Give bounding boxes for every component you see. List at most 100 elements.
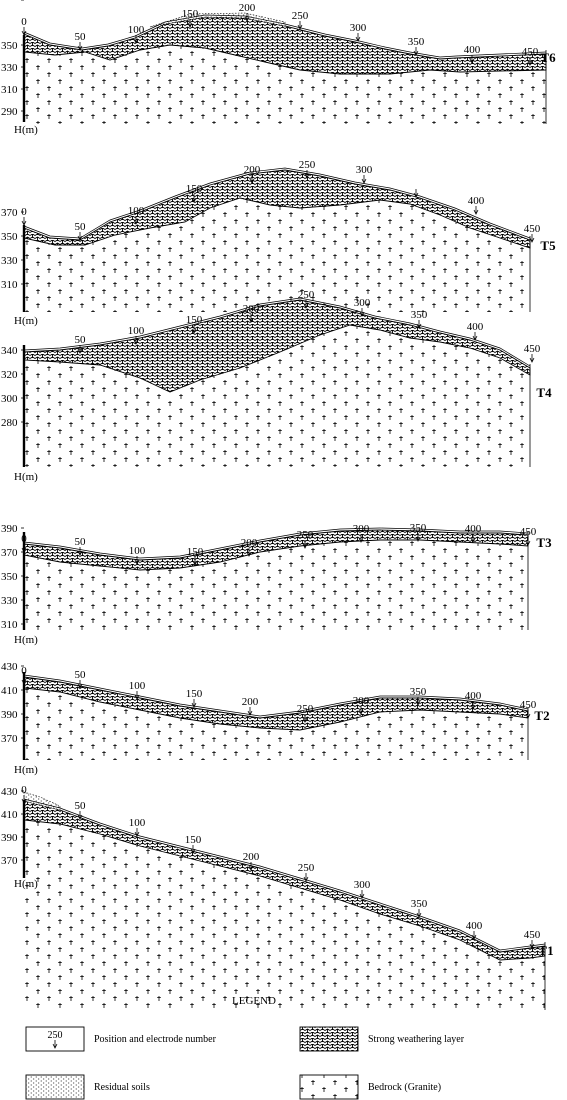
elevation-tick-label: 370: [1, 855, 18, 867]
elevation-tick-label: 330: [1, 255, 18, 267]
residual-soils-area: [149, 12, 286, 28]
legend-item-electrode: 250 Position and electrode number: [25, 1026, 217, 1052]
electrode-number-label: 100: [128, 205, 145, 217]
electrode-marker: [191, 194, 197, 203]
weathering-layer-area: [23, 169, 531, 249]
elevation-tick-label: 430: [1, 786, 18, 798]
elevation-tick-label: 430: [1, 661, 18, 673]
electrode-marker: [187, 19, 193, 28]
electrode-number-label: 450: [524, 929, 541, 941]
electrode-number-label: 200: [244, 164, 261, 176]
legend-swatch: [299, 1074, 359, 1100]
electrode-number-label: 150: [186, 314, 203, 326]
electrode-marker: [77, 811, 83, 820]
legend-item-label: Strong weathering layer: [368, 1034, 465, 1045]
elevation-tick-label: 350: [1, 231, 18, 243]
electrode-marker: [358, 534, 364, 543]
electrode-marker: [21, 676, 27, 685]
electrode-number-label: 150: [187, 546, 204, 558]
electrode-number-label: 100: [129, 680, 146, 692]
electrode-marker: [529, 940, 535, 949]
electrode-marker: [191, 325, 197, 334]
electrode-marker: [77, 42, 83, 51]
ground-surface-line: [23, 527, 529, 559]
elevation-tick-label: 310: [1, 619, 18, 631]
electrode-number-label: 50: [75, 31, 87, 43]
electrode-number-label: 50: [75, 800, 87, 812]
electrode-marker: [413, 189, 419, 198]
electrode-number-label: 150: [186, 183, 203, 195]
profile-t6: 350 330 310 290 H(m) 0 50 100 150 200 250 300 350 400…: [1, 2, 556, 136]
elevation-unit-label: H(m): [14, 878, 38, 890]
electrode-marker: [472, 332, 478, 341]
electrode-marker: [190, 845, 196, 854]
electrode-marker: [21, 27, 27, 36]
electrode-marker: [473, 206, 479, 215]
electrode-number-label: 400: [465, 690, 482, 702]
electrode-number-label: 300: [356, 164, 373, 176]
electrode-marker: [525, 710, 531, 719]
profile-name-label: T2: [534, 708, 549, 723]
profile-name-label: T5: [540, 238, 556, 253]
bedrock-area: [24, 325, 530, 467]
electrode-number-label: 250: [297, 529, 314, 541]
electrode-number-label: 50: [75, 536, 87, 548]
electrode-marker: [192, 557, 198, 566]
legend-swatch: [25, 1074, 85, 1100]
electrode-number-label: 450: [520, 526, 537, 538]
profile-name-label: T4: [536, 385, 552, 400]
electrode-marker: [77, 547, 83, 556]
electrode-number-label: 100: [128, 325, 145, 337]
electrode-marker: [248, 314, 254, 323]
electrode-marker: [303, 873, 309, 882]
electrode-marker: [133, 35, 139, 44]
weathering-layer-area: [23, 299, 531, 393]
electrode-marker: [248, 862, 254, 871]
elevation-tick-label: 390: [1, 709, 18, 721]
electrode-marker: [247, 707, 253, 716]
electrode-number-label: 350: [411, 309, 428, 321]
electrode-number-label: 200: [241, 537, 258, 549]
ground-surface-line: [23, 297, 531, 367]
electrode-marker: [21, 217, 27, 226]
electrode-number-label: 300: [350, 22, 367, 34]
electrode-number-label: 200: [239, 2, 256, 14]
elevation-tick-label: 370: [1, 547, 18, 559]
electrode-marker: [529, 354, 535, 363]
elevation-tick-label: 370: [1, 207, 18, 219]
electrode-number-label: 200: [243, 303, 260, 315]
electrode-number-label: 150: [186, 688, 203, 700]
profile-name-label: T3: [536, 535, 552, 550]
electrode-number-label: 50: [75, 669, 87, 681]
elevation-unit-label: H(m): [14, 315, 38, 327]
electrode-number-label: 350: [410, 686, 427, 698]
electrode-number-label: 450: [524, 223, 541, 235]
electrode-marker: [471, 931, 477, 940]
elevation-unit-label: H(m): [14, 124, 38, 136]
electrode-marker: [302, 714, 308, 723]
electrode-marker: [297, 21, 303, 30]
electrode-number-label: 100: [129, 545, 146, 557]
legend-item-label: Residual soils: [94, 1082, 150, 1093]
elevation-tick-label: 370: [1, 733, 18, 745]
profile-t4: 340 320 300 280 H(m) 50 100 150 200 250 300 350 400 4…: [1, 289, 552, 483]
electrode-number-label: 200: [242, 696, 259, 708]
legend-title: LEGEND: [232, 995, 276, 1007]
profile-t2: 430 410 390 370 H(m) 0 50 100 150 200 250 300 350 400…: [1, 661, 550, 776]
electrode-number-label: 250: [299, 159, 316, 171]
electrode-number-label: 400: [465, 523, 482, 535]
electrode-number-label: 400: [464, 44, 481, 56]
electrode-number-label: 350: [410, 522, 427, 534]
legend: LEGEND 250 Position and electrode number St…: [25, 995, 465, 1100]
profile-name-label: T6: [540, 50, 556, 65]
electrode-marker: [303, 300, 309, 309]
electrode-number-label: 400: [466, 920, 483, 932]
electrode-number-label: 400: [467, 321, 484, 333]
electrode-marker: [21, 544, 27, 553]
electrode-marker: [77, 680, 83, 689]
bedrock-area: [24, 688, 528, 760]
electrode-marker: [191, 699, 197, 708]
elevation-tick-label: 320: [1, 369, 18, 381]
electrode-number-label: 250: [297, 703, 314, 715]
elevation-unit-label: H(m): [14, 634, 38, 646]
